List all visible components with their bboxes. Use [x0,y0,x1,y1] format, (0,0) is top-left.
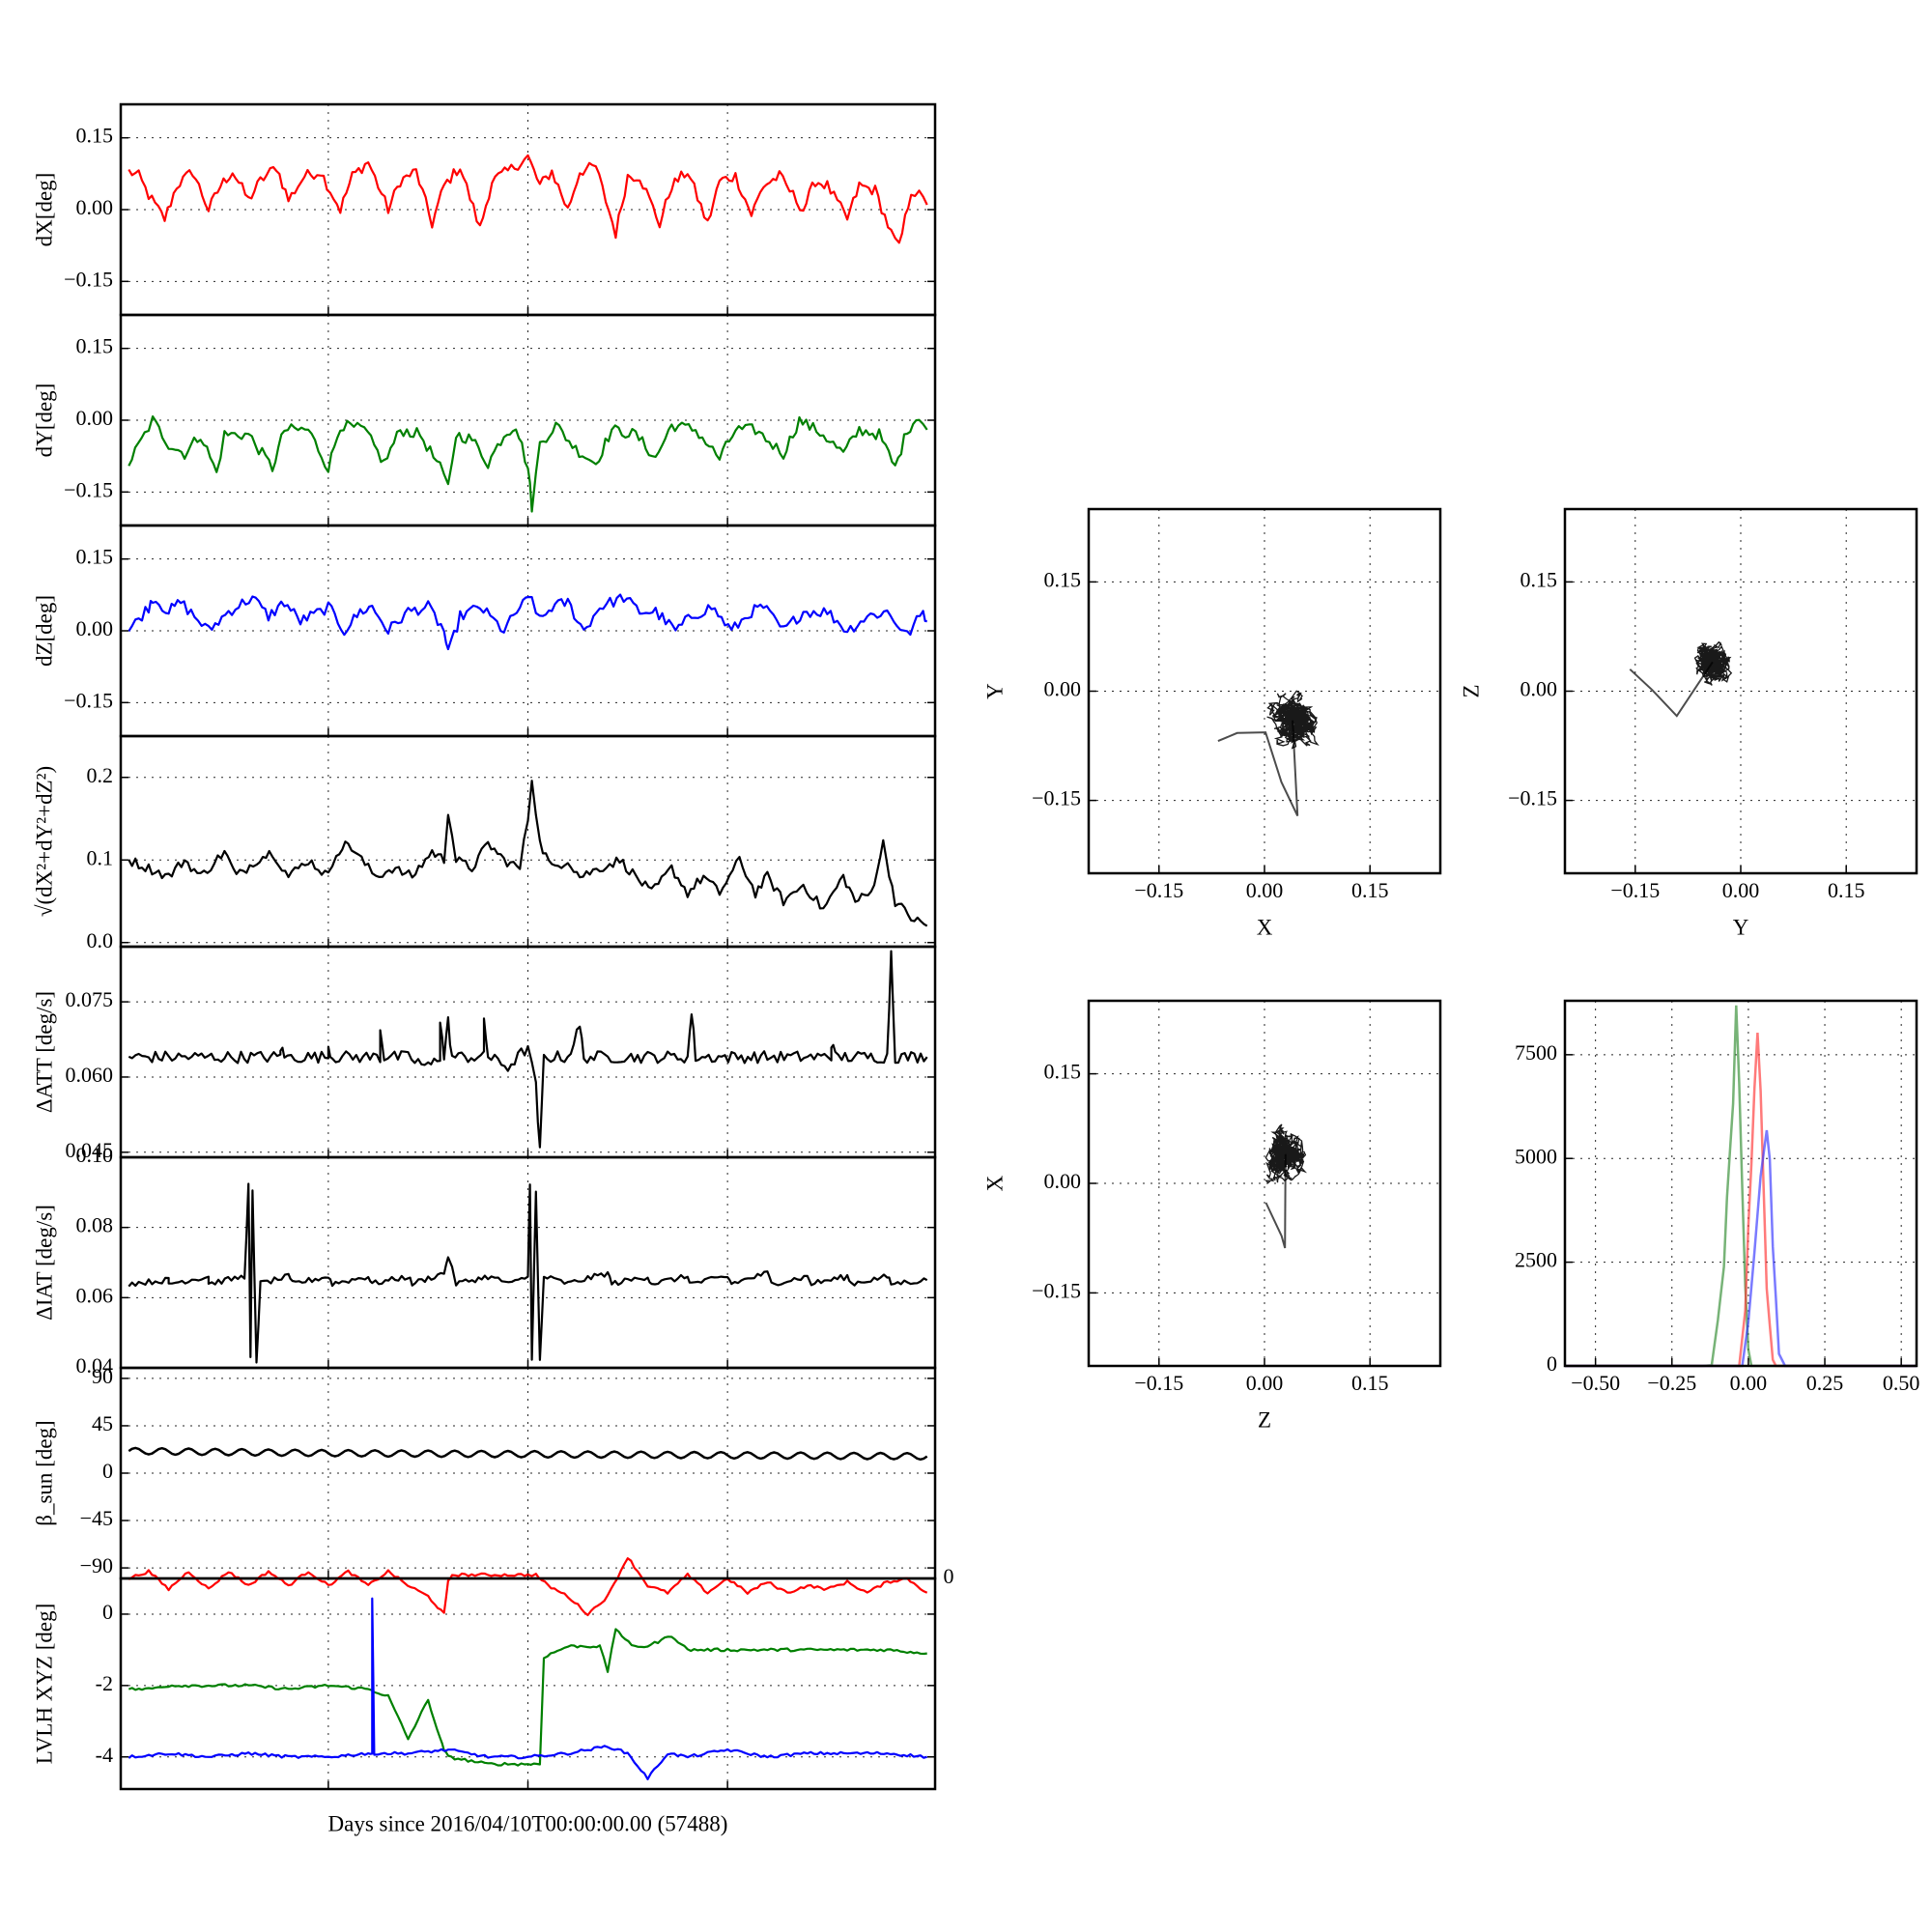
panel4-ylabel: √(dX²+dY²+dZ²) [32,766,56,917]
panel3-ytick-label: 0.15 [76,545,114,569]
panel3-ytick-label: −0.15 [64,688,113,712]
panel3-ylabel: dZ[deg] [32,595,56,667]
scatter1-xtick-label: 0.15 [1351,878,1389,902]
hist-frame [1563,999,1918,1368]
scatter1-ytick-label: −0.15 [1032,786,1081,810]
scatter3-ytick-label: 0.00 [1044,1169,1082,1193]
panel6-series-0 [128,1182,928,1364]
hist-xtick-label: 0.50 [1883,1371,1920,1395]
hist-xtick-label: 0.25 [1806,1371,1844,1395]
scatter1-tail [1217,720,1299,817]
scatter1-xtick-label: 0.00 [1246,878,1284,902]
panel2-series-0 [128,415,928,513]
scatter3-xlabel: Z [1258,1407,1271,1432]
scatter3-cluster [1264,1123,1308,1184]
panel1-ytick-label: 0.15 [76,124,114,148]
scatter2-ylabel: Z [1459,684,1483,697]
panel7-ylabel: β_sun [deg] [32,1420,56,1525]
scatter2-ytick-label: 0.00 [1520,677,1558,701]
panel1-series-0 [128,154,928,244]
hist-series-0 [1565,1005,1917,1368]
hist-ytick-label: 2500 [1515,1248,1557,1272]
panel2-ytick-label: −0.15 [64,477,113,501]
panel8-ytick-label: 0 [102,1600,113,1624]
scatter2-xlabel: Y [1733,915,1749,939]
scatter2-ytick-label: 0.15 [1520,567,1558,591]
hist-series-2 [1565,1129,1917,1368]
panel5-ylabel: ΔATT [deg/s] [32,991,56,1113]
scatter1-cluster [1266,690,1320,750]
panel8-ytick-label: -4 [96,1743,113,1767]
hist-ytick-label: 5000 [1515,1144,1557,1168]
panel2-ylabel: dY[deg] [32,384,56,458]
scatter1-ytick-label: 0.15 [1044,567,1082,591]
panel6-ytick-label: 0.04 [76,1353,114,1378]
scatter2-xtick-label: 0.00 [1722,878,1760,902]
panel7-ytick-label: 0 [102,1459,113,1483]
panel7-right-tick-label: 0 [944,1564,954,1588]
scatter3-ytick-label: 0.15 [1044,1060,1082,1084]
scatter2-xtick-label: −0.15 [1610,878,1660,902]
panel1-ytick-label: 0.00 [76,195,114,219]
hist-ytick-label: 7500 [1515,1040,1557,1065]
panel4-ytick-label: 0.0 [87,928,114,952]
scatter2-tail [1629,661,1714,718]
hist-xtick-label: 0.00 [1730,1371,1768,1395]
panel7-ytick-label: −45 [80,1506,113,1530]
scatter3-xtick-label: −0.15 [1134,1371,1183,1395]
panel5-series-0 [128,950,928,1149]
scatter2-xtick-label: 0.15 [1828,878,1865,902]
panel8-ylabel: LVLH XYZ [deg] [32,1604,56,1765]
panel3-series-0 [128,593,927,651]
scatter2-cluster [1693,640,1733,686]
scatter3-ytick-label: −0.15 [1032,1278,1081,1302]
panel2-ytick-label: 0.15 [76,334,114,358]
scatter1-ytick-label: 0.00 [1044,677,1082,701]
panel6-ytick-label: 0.10 [76,1143,114,1167]
panel2-ytick-label: 0.00 [76,406,114,430]
hist-xtick-label: −0.50 [1571,1371,1620,1395]
panel5-ytick-label: 0.060 [66,1063,114,1087]
hist-ytick-label: 0 [1547,1351,1557,1376]
panel8-ytick-label: -2 [96,1671,113,1695]
panel1-ytick-label: −0.15 [64,267,113,291]
scatter1-ylabel: Y [982,683,1007,699]
scatter3-xtick-label: 0.15 [1351,1371,1389,1395]
scatter3-tail [1264,1153,1287,1249]
panel7-ytick-label: 90 [92,1364,113,1388]
hist-xtick-label: −0.25 [1647,1371,1696,1395]
panel6-ytick-label: 0.06 [76,1283,114,1307]
panel8-series-2 [128,1597,928,1780]
panel8-series-1 [128,1628,927,1767]
hist-series-1 [1565,1033,1917,1368]
scatter3-xtick-label: 0.00 [1246,1371,1284,1395]
panel5-ytick-label: 0.045 [66,1138,114,1162]
panel3-ytick-label: 0.00 [76,616,114,640]
panel4-ytick-label: 0.1 [87,845,114,869]
scatter1-xlabel: X [1257,915,1273,939]
panel8-series-0 [128,1557,928,1617]
charts-root: 0.150.00−0.15dX[deg]0.150.00−0.15dY[deg]… [32,102,1920,1835]
panel6-ylabel: ΔIAT [deg/s] [32,1205,56,1321]
panel5-ytick-label: 0.075 [66,987,114,1011]
bottom-xlabel: Days since 2016/04/10T00:00:00.00 (57488… [328,1811,728,1835]
panel4-series-0 [128,780,928,927]
panel1-ylabel: dX[deg] [32,173,56,247]
panel7-series-0 [128,1446,928,1462]
scatter3-ylabel: X [982,1175,1007,1191]
scatter2-ytick-label: −0.15 [1508,786,1557,810]
panel7-ytick-label: 45 [92,1411,113,1435]
panel4-ytick-label: 0.2 [87,763,114,787]
scatter1-xtick-label: −0.15 [1134,878,1183,902]
panel7-ytick-label: −90 [80,1553,113,1577]
panel6-ytick-label: 0.08 [76,1213,114,1237]
